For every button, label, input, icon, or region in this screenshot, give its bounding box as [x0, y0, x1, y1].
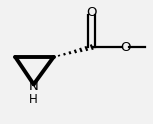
Text: N: N — [29, 80, 39, 93]
Text: O: O — [87, 6, 97, 19]
Text: H: H — [29, 93, 38, 106]
Text: O: O — [120, 41, 131, 54]
